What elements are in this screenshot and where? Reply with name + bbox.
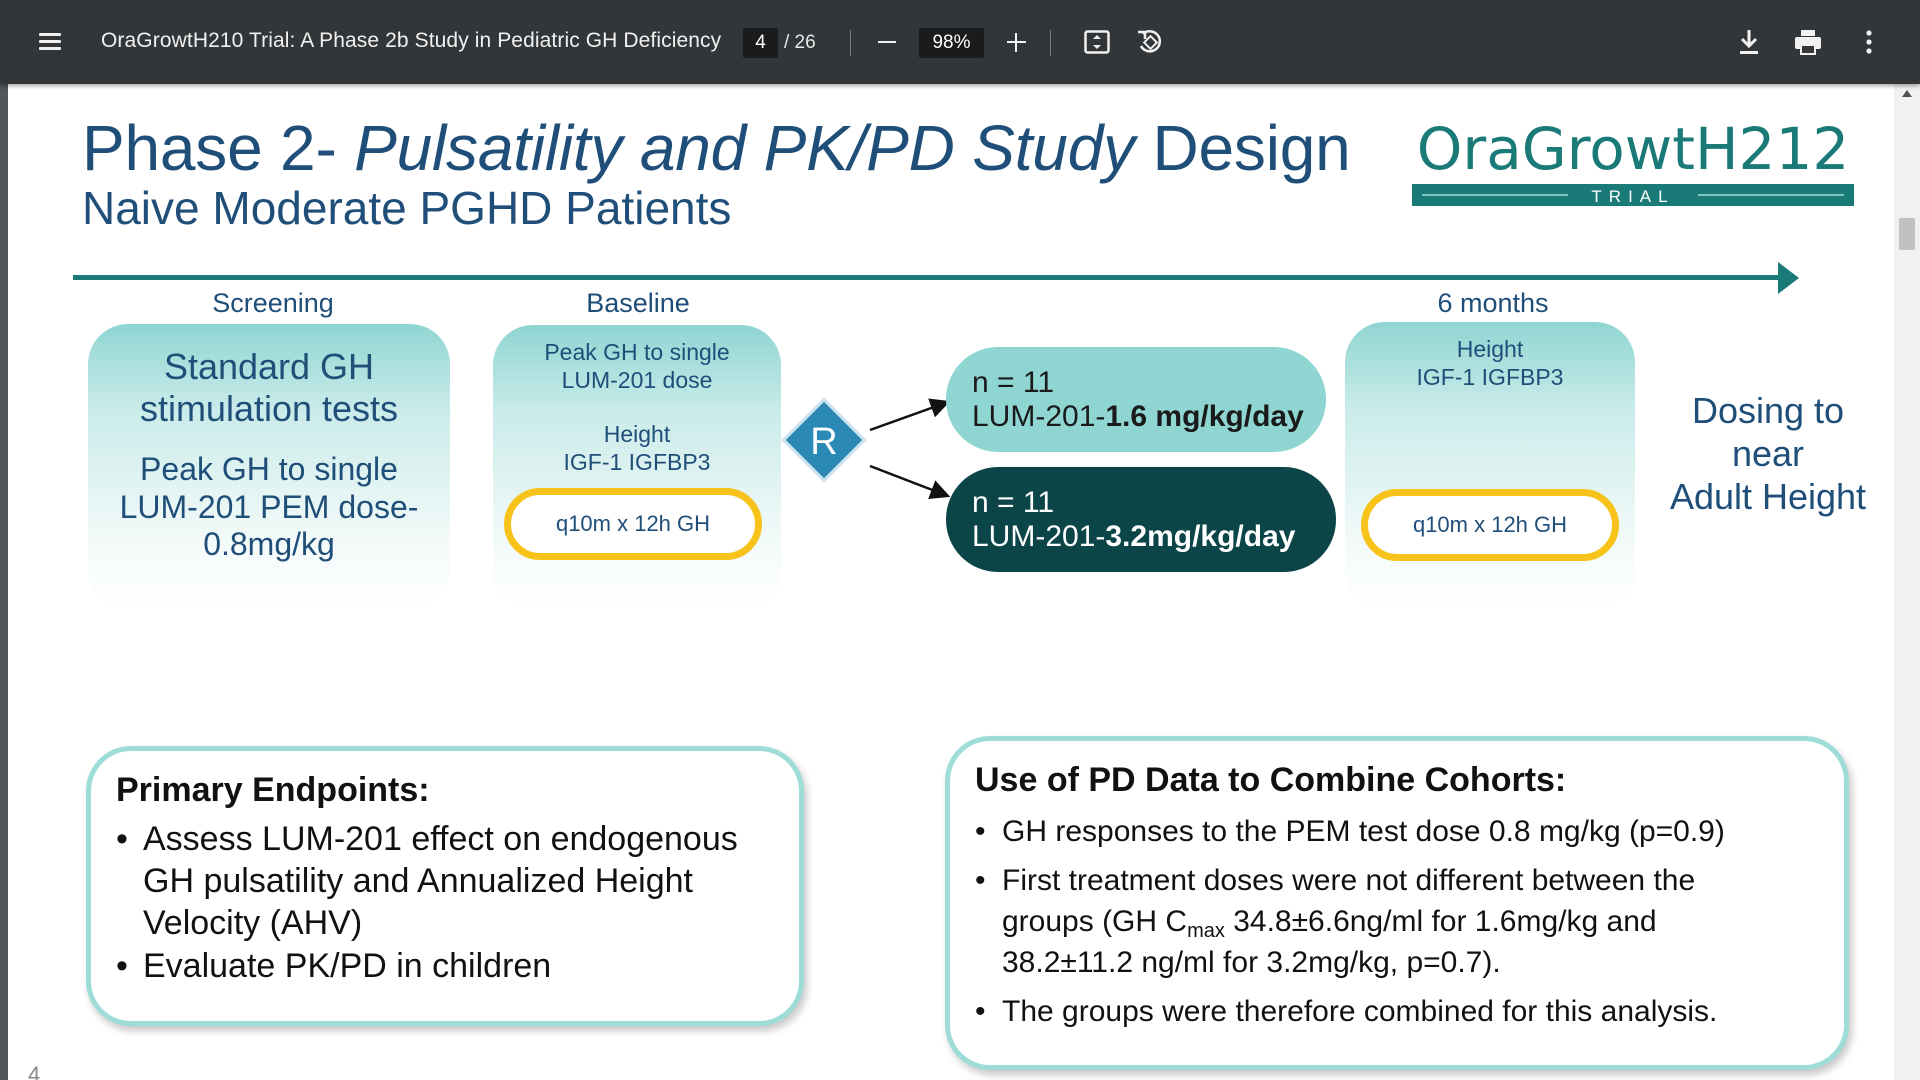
screening-line: LUM-201 PEM dose- [119,489,419,525]
pd-data-list: GH responses to the PEM test dose 0.8 mg… [975,811,1725,1040]
baseline-line: IGF-1 IGFBP3 [563,449,711,475]
more-options-icon[interactable] [1851,24,1887,60]
print-icon[interactable] [1790,24,1826,60]
treatment-arm-high-dose: n = 11 LUM-201-3.2mg/kg/day [946,467,1336,572]
toolbar-divider [1050,30,1051,56]
stage-label-baseline: Baseline [586,288,690,318]
zoom-level-input[interactable]: 98% [919,28,984,58]
dosing-line: Adult Height [1669,476,1867,517]
arm-high-drug: LUM-201- [972,519,1106,553]
bullet-line: First treatment doses were not different… [1002,864,1696,897]
primary-endpoints-list: Assess LUM-201 effect on endogenous GH p… [116,818,738,988]
bullet-text: groups (GH C [1002,905,1188,938]
list-item: First treatment doses were not different… [975,860,1725,983]
subscript-max: max [1187,920,1225,942]
list-item: GH responses to the PEM test dose 0.8 mg… [975,811,1725,852]
title-part-2: Design [1134,112,1351,184]
primary-endpoints-heading: Primary Endpoints: [116,771,430,809]
slide-title: Phase 2- Pulsatility and PK/PD Study Des… [82,111,1351,185]
pdf-toolbar: OraGrowtH210 Trial: A Phase 2b Study in … [0,0,1920,84]
bullet-line: The groups were therefore combined for t… [1002,995,1718,1028]
title-part-1: Phase 2- [82,112,355,184]
logo-text: OraGrowtH212 [1417,115,1850,183]
baseline-gh-sampling-oval: q10m x 12h GH [504,488,762,560]
vertical-scrollbar[interactable] [1894,84,1920,1080]
pd-data-heading: Use of PD Data to Combine Cohorts: [975,761,1567,799]
list-item: Evaluate PK/PD in children [116,945,738,987]
zoom-in-icon[interactable] [998,24,1034,60]
document-title: OraGrowtH210 Trial: A Phase 2b Study in … [101,29,722,52]
arm-low-drug: LUM-201- [972,399,1106,433]
dosing-to-adult-height: Dosing to near Adult Height [1648,389,1888,518]
bullet-line: Assess LUM-201 effect on endogenous [143,820,738,858]
screening-line: Peak GH to single [140,451,398,487]
toolbar-divider [850,30,851,56]
six-months-gh-sampling-oval: q10m x 12h GH [1361,489,1619,561]
screening-line: stimulation tests [139,388,399,429]
screening-line: 0.8mg/kg [203,526,335,562]
oragrowth-logo: OraGrowtH212 TRIAL [1412,115,1854,206]
list-item: The groups were therefore combined for t… [975,991,1725,1032]
menu-icon[interactable] [30,22,70,62]
download-icon[interactable] [1731,24,1767,60]
baseline-card: Peak GH to single LUM-201 dose Height IG… [493,325,781,610]
page-total: / 26 [784,32,816,53]
arm-low-n: n = 11 [972,365,1055,399]
stage-label-6-months: 6 months [1437,288,1549,318]
title-italic-part: Pulsatility and PK/PD Study [354,112,1135,184]
dosing-line: Dosing to [1691,390,1845,431]
pdf-page: Phase 2- Pulsatility and PK/PD Study Des… [8,84,1894,1080]
page-number-input[interactable]: 4 [743,28,778,58]
baseline-line: Peak GH to single [544,339,730,365]
baseline-line: Height [603,421,671,447]
six-months-card: Height IGF-1 IGFBP3 [1345,322,1635,610]
randomization-arrows-icon [869,398,951,500]
bullet-line: Velocity (AHV) [143,904,363,942]
screening-card: Standard GH stimulation tests Peak GH to… [88,324,450,609]
fit-page-icon[interactable] [1079,24,1115,60]
list-item: Assess LUM-201 effect on endogenous GH p… [116,818,738,944]
logo-tagline: TRIAL [1591,187,1674,206]
bullet-text: 34.8±6.6ng/ml for 1.6mg/kg and [1224,905,1657,938]
timeline-arrow-line [73,275,1780,280]
baseline-line: LUM-201 dose [561,367,713,393]
scroll-thumb[interactable] [1899,218,1915,250]
primary-endpoints-box: Primary Endpoints: Assess LUM-201 effect… [86,746,804,1026]
dosing-line: near [1731,433,1805,474]
bullet-line: groups (GH Cmax 34.8±6.6ng/ml for 1.6mg/… [1002,901,1725,942]
randomization-label: R [810,421,838,463]
treatment-arm-low-dose: n = 11 LUM-201-1.6 mg/kg/day [946,347,1326,452]
pd-data-box: Use of PD Data to Combine Cohorts: GH re… [945,736,1849,1070]
arm-low-dose-line: LUM-201-1.6 mg/kg/day [972,400,1326,434]
screening-line: Standard GH [163,346,375,387]
scroll-up-arrow-icon[interactable] [1902,90,1912,97]
six-months-line: Height [1456,336,1524,362]
arm-low-dose: 1.6 mg/kg/day [1105,399,1304,433]
arm-high-dose-line: LUM-201-3.2mg/kg/day [972,520,1336,554]
stage-label-screening: Screening [212,288,334,318]
six-months-line: IGF-1 IGFBP3 [1416,364,1564,390]
slide-subtitle: Naive Moderate PGHD Patients [82,182,732,234]
bullet-line: Evaluate PK/PD in children [143,947,552,985]
bullet-line: GH pulsatility and Annualized Height [143,862,693,900]
rotate-icon[interactable] [1132,24,1168,60]
bullet-line: GH responses to the PEM test dose 0.8 mg… [1002,815,1725,848]
arm-high-n: n = 11 [972,485,1055,519]
slide-page-number: 4 [28,1062,41,1080]
timeline-arrow-head-icon [1778,262,1799,294]
arm-high-dose: 3.2mg/kg/day [1105,519,1296,553]
zoom-out-icon[interactable] [869,24,905,60]
bullet-line: 38.2±11.2 ng/ml for 3.2mg/kg, p=0.7). [1002,946,1501,979]
